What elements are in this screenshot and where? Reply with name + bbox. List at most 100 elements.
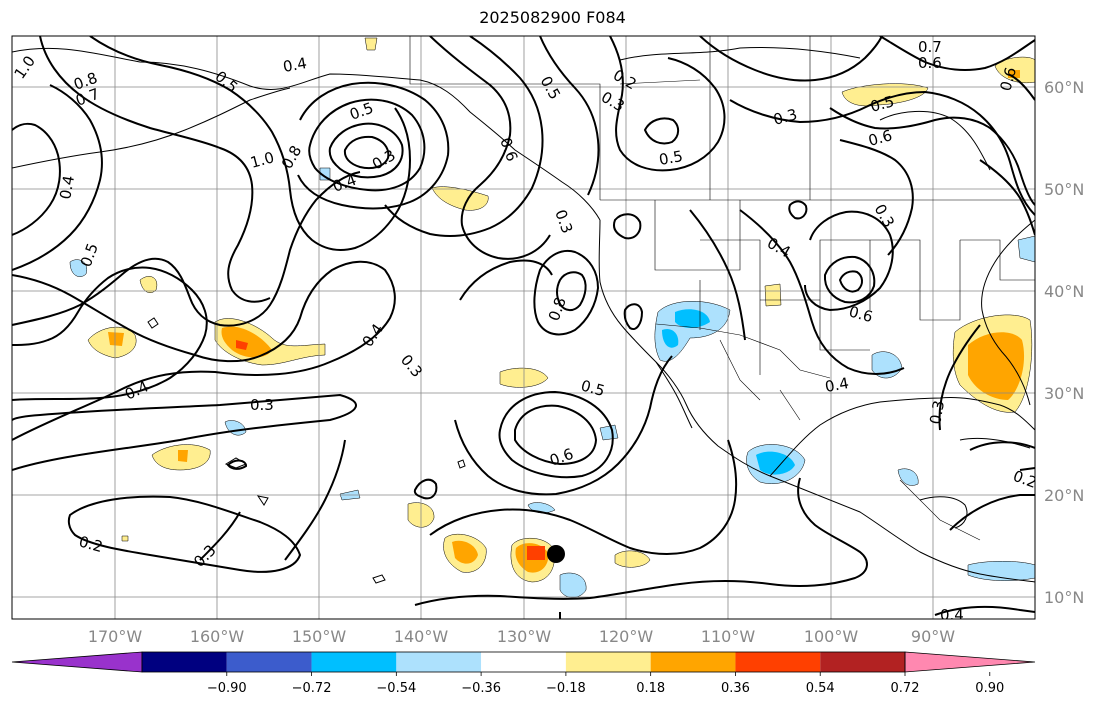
border-states [654, 200, 1035, 375]
contour-line [623, 303, 644, 330]
border-mexico-states [719, 339, 981, 541]
shade-patch [527, 546, 545, 560]
contour-label: 1.0 [248, 148, 276, 172]
coastline-cuba [959, 437, 1031, 449]
map-title: 2025082900 F084 [479, 8, 626, 27]
shade-patch [675, 309, 710, 328]
colorbar-segment [650, 652, 736, 672]
border-provinces [619, 36, 811, 200]
shade-patch [108, 332, 124, 346]
colorbar-tick-label: −0.72 [292, 681, 332, 696]
lon-label: 110°W [701, 627, 756, 646]
contour-line [429, 439, 738, 555]
shade-patch [599, 424, 619, 441]
lat-label: 10°N [1044, 588, 1084, 607]
colorbar-segment [735, 652, 821, 672]
lat-label: 60°N [1044, 78, 1084, 97]
contour-line [39, 36, 271, 303]
colorbar-tick-label: 0.54 [806, 681, 835, 696]
contour-label: 0.7 [918, 38, 942, 56]
colorbar-tick-label: −0.18 [546, 681, 586, 696]
contour-line [199, 511, 241, 561]
shade-patch [452, 540, 478, 564]
map-panel: 1.0 0.8 0.7 0.5 0.4 0.2 0.3 0.7 0.6 0.5 … [12, 36, 1035, 619]
colorbar-tick-label: −0.36 [461, 681, 501, 696]
map-frame [11, 35, 1036, 620]
lon-label: 160°W [190, 627, 245, 646]
coastline-baja [655, 361, 693, 429]
contour-line [1009, 74, 1035, 101]
island [147, 317, 159, 329]
contour-line [729, 90, 1035, 216]
contour-label: 0.4 [56, 174, 78, 201]
colorbar-tick-label: −0.54 [376, 681, 416, 696]
lon-label: 130°W [497, 627, 552, 646]
shade-patch [756, 451, 795, 475]
contour-label: 0.5 [868, 92, 896, 116]
contour-line [89, 36, 412, 251]
shade-patch [662, 328, 679, 348]
contour-label: 0.6 [866, 126, 894, 150]
contour-lines [12, 36, 1035, 619]
contour-line [459, 259, 553, 301]
contour-line [556, 271, 587, 312]
contour-line [699, 36, 883, 82]
shade-patch [559, 572, 587, 598]
contour-line [414, 477, 868, 606]
contour-line [938, 324, 981, 431]
storm-center-marker [547, 545, 565, 563]
lat-label: 20°N [1044, 486, 1084, 505]
contour-label: 0.3 [771, 105, 799, 129]
colorbar-extend-high [904, 651, 1036, 673]
contour-line [498, 390, 614, 479]
coastline-aleutians [12, 87, 291, 169]
contour-line [429, 36, 551, 260]
latitude-labels: 60°N 50°N 40°N 30°N 20°N 10°N [1044, 78, 1084, 607]
contour-label: 0.3 [926, 399, 948, 426]
contour-line [804, 210, 894, 312]
colorbar-tick-label: 0.36 [721, 681, 750, 696]
contour-line [12, 266, 208, 401]
coastline-alaska [12, 47, 601, 221]
contour-line [308, 98, 426, 192]
colorbar-segment [142, 652, 227, 672]
contour-line [788, 200, 808, 220]
border-alaska-canada [409, 36, 601, 200]
colorbar-segment [226, 652, 312, 672]
lon-label: 90°W [911, 627, 955, 646]
shade-patch [967, 561, 1035, 581]
lon-label: 120°W [599, 627, 654, 646]
shade-patch [764, 283, 782, 307]
lon-label: 100°W [804, 627, 859, 646]
contour-line [969, 441, 1035, 451]
contour-label: 0.4 [824, 374, 851, 396]
contour-line [297, 81, 450, 210]
contour-line [284, 439, 346, 561]
lat-label: 30°N [1044, 384, 1084, 403]
contour-line [739, 209, 905, 375]
contour-line [934, 606, 1035, 616]
contour-line [643, 117, 680, 145]
shade-patch [178, 450, 188, 462]
contour-line [533, 250, 600, 336]
longitude-labels: 170°W 160°W 150°W 140°W 130°W 120°W 110°… [88, 627, 955, 646]
contour-line [1019, 467, 1035, 471]
shade-patch [841, 83, 929, 107]
colorbar-segment [311, 652, 397, 672]
colorbar-tick-label: 0.18 [636, 681, 665, 696]
colorbar-tick-label: 0.90 [975, 681, 1004, 696]
hawaii-island [256, 495, 269, 506]
shading-layer [69, 37, 1035, 598]
contour-line [839, 139, 914, 256]
contour-line [979, 159, 1035, 236]
shade-patch [1017, 235, 1035, 263]
contour-line [67, 495, 302, 573]
colorbar-tick-label: −0.90 [207, 681, 247, 696]
shade-patch [139, 276, 158, 293]
contour-line [226, 459, 248, 470]
contour-label: 0.4 [282, 54, 309, 76]
contour-line [689, 209, 746, 341]
island [457, 459, 466, 469]
contour-line [829, 107, 1035, 206]
colorbar-segment [820, 652, 905, 672]
